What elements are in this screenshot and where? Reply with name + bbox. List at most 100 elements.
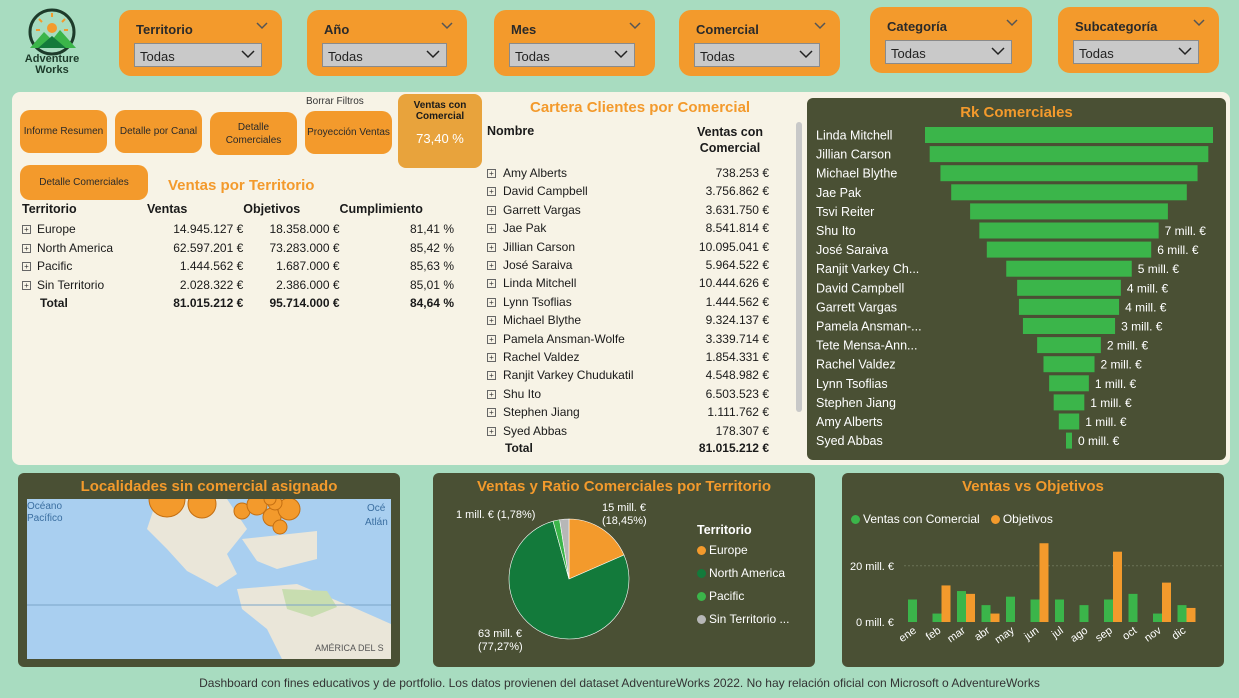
x-tick-label: nov — [1142, 624, 1164, 644]
territorio-select[interactable]: Todas — [134, 43, 262, 67]
rk-bar[interactable] — [925, 127, 1213, 143]
rk-name: Rachel Valdez — [816, 358, 896, 372]
rk-bar[interactable] — [1006, 260, 1132, 277]
rk-bar[interactable] — [1058, 413, 1080, 430]
expand-icon[interactable]: + — [487, 426, 496, 436]
rk-bar[interactable] — [1018, 298, 1120, 315]
proyeccion-ventas-button[interactable]: Proyección Ventas — [305, 111, 392, 154]
expand-icon[interactable]: + — [487, 316, 496, 326]
list-item: + Lynn Tsoflias 1.444.562 € — [487, 295, 769, 309]
rk-name: Jae Pak — [816, 186, 862, 200]
bar[interactable] — [1055, 599, 1064, 623]
informe-resumen-button[interactable]: Informe Resumen — [20, 110, 107, 153]
map-view[interactable]: Océano Pacífico Océ Atlán AMÉRICA DEL S — [27, 499, 391, 659]
expand-icon[interactable]: + — [22, 243, 31, 253]
kpi-card: Ventas con Comercial 73,40 % — [398, 94, 482, 168]
categoria-select[interactable]: Todas — [885, 40, 1012, 64]
total-value: 81.015.212 € — [698, 441, 769, 455]
rk-bar[interactable] — [940, 165, 1198, 182]
bar[interactable] — [1104, 599, 1113, 623]
chevron-down-icon[interactable] — [256, 20, 268, 32]
bar[interactable] — [1079, 605, 1089, 622]
legend-item-objetivos[interactable]: Objetivos — [990, 512, 1053, 526]
rk-bar[interactable] — [1066, 432, 1072, 449]
expand-icon[interactable]: + — [487, 187, 496, 197]
bar[interactable] — [1039, 543, 1049, 622]
expand-icon[interactable]: + — [487, 371, 496, 381]
pie-slice[interactable] — [559, 518, 570, 580]
rk-bar[interactable] — [929, 146, 1209, 163]
bar[interactable] — [1030, 599, 1040, 623]
bar[interactable] — [1186, 607, 1196, 622]
x-tick-label: feb — [924, 625, 943, 644]
pie-slice[interactable] — [508, 520, 630, 640]
legend-item-europe[interactable]: Europe — [697, 543, 789, 557]
pie-slice[interactable] — [568, 518, 625, 580]
col-header-ventas: Ventas con Comercial — [697, 125, 763, 155]
rk-bar[interactable] — [1037, 337, 1101, 354]
bar[interactable] — [1128, 593, 1138, 622]
expand-icon[interactable]: + — [22, 225, 31, 235]
bar[interactable] — [908, 599, 917, 623]
bar[interactable] — [1177, 605, 1187, 622]
borrar-filtros-label[interactable]: Borrar Filtros — [306, 96, 364, 107]
subcategoria-select[interactable]: Todas — [1073, 40, 1199, 64]
bar[interactable] — [1006, 596, 1015, 622]
scrollbar[interactable] — [796, 122, 802, 412]
chevron-down-icon — [614, 50, 628, 59]
detalle-comerciales-button[interactable]: Detalle Comerciales — [210, 112, 297, 155]
x-tick-label: may — [993, 624, 1017, 646]
expand-icon[interactable]: + — [487, 169, 496, 178]
expand-icon[interactable]: + — [487, 261, 496, 270]
bar[interactable] — [932, 613, 942, 622]
rk-bar[interactable] — [986, 241, 1152, 258]
mes-select[interactable]: Todas — [509, 43, 635, 67]
rk-bar[interactable] — [1043, 356, 1095, 373]
expand-icon[interactable]: + — [487, 334, 496, 344]
expand-icon[interactable]: + — [22, 280, 31, 290]
rk-bar[interactable] — [970, 203, 1168, 220]
expand-icon[interactable]: + — [487, 389, 496, 399]
table-row: + North America 62.597.201 €73.283.000 €85… — [22, 239, 454, 258]
expand-icon[interactable]: + — [487, 297, 496, 307]
bar[interactable] — [1153, 613, 1162, 622]
rk-name: José Saraiva — [816, 243, 888, 257]
bar[interactable] — [981, 605, 991, 622]
legend-item-sin-territorio[interactable]: Sin Territorio ... — [697, 612, 789, 626]
rk-name: Linda Mitchell — [816, 129, 892, 143]
expand-icon[interactable]: + — [487, 242, 496, 252]
chevron-down-icon[interactable] — [814, 20, 826, 32]
ano-select[interactable]: Todas — [322, 43, 447, 67]
legend-item-ventas[interactable]: Ventas con Comercial — [851, 512, 980, 526]
expand-icon[interactable]: + — [487, 205, 496, 215]
detalle-comerciales-button-2[interactable]: Detalle Comerciales — [20, 165, 148, 200]
bar[interactable] — [1162, 582, 1171, 622]
bar[interactable] — [990, 613, 1000, 622]
expand-icon[interactable]: + — [487, 279, 496, 289]
rk-bar[interactable] — [1053, 394, 1085, 411]
rk-bar[interactable] — [1017, 279, 1121, 296]
legend-item-north-america[interactable]: North America — [697, 566, 789, 580]
y-tick-label: 0 mill. € — [856, 617, 894, 629]
bar[interactable] — [957, 591, 966, 622]
bar[interactable] — [1113, 551, 1122, 622]
expand-icon[interactable]: + — [487, 353, 496, 362]
detalle-canal-button[interactable]: Detalle por Canal — [115, 110, 202, 153]
chevron-down-icon[interactable] — [1193, 17, 1205, 29]
chevron-down-icon[interactable] — [629, 20, 641, 32]
chevron-down-icon[interactable] — [441, 20, 453, 32]
legend-dot — [697, 615, 706, 624]
bar[interactable] — [966, 593, 975, 622]
chevron-down-icon — [1178, 47, 1192, 56]
rk-bar[interactable] — [1022, 318, 1116, 334]
expand-icon[interactable]: + — [487, 224, 496, 234]
rk-bar[interactable] — [979, 222, 1159, 239]
expand-icon[interactable]: + — [22, 262, 31, 272]
bar[interactable] — [941, 585, 951, 622]
chevron-down-icon[interactable] — [1006, 17, 1018, 29]
rk-bar[interactable] — [951, 184, 1187, 201]
rk-bar[interactable] — [1049, 375, 1089, 392]
expand-icon[interactable]: + — [487, 408, 496, 418]
legend-item-pacific[interactable]: Pacific — [697, 589, 789, 603]
comercial-select[interactable]: Todas — [694, 43, 820, 67]
